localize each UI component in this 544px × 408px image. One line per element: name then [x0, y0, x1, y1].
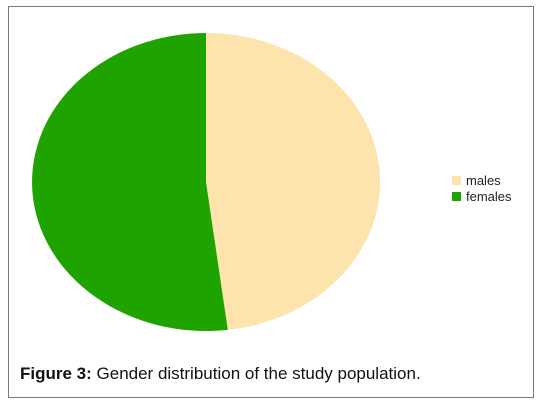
- pie-slices: [32, 32, 381, 331]
- pie-slice-males: [206, 32, 381, 330]
- legend-swatch-females: [452, 191, 461, 201]
- pie-slice-females: [32, 33, 228, 331]
- legend-label-males: males: [466, 172, 501, 188]
- caption-label: Figure 3:: [20, 364, 92, 383]
- chart-legend: males females: [452, 172, 512, 204]
- figure-caption: Figure 3: Gender distribution of the stu…: [20, 364, 421, 384]
- legend-label-females: females: [466, 188, 512, 204]
- legend-swatch-males: [452, 175, 461, 185]
- legend-item-males: males: [452, 172, 512, 188]
- caption-text: Gender distribution of the study populat…: [91, 364, 421, 383]
- legend-item-females: females: [452, 188, 512, 204]
